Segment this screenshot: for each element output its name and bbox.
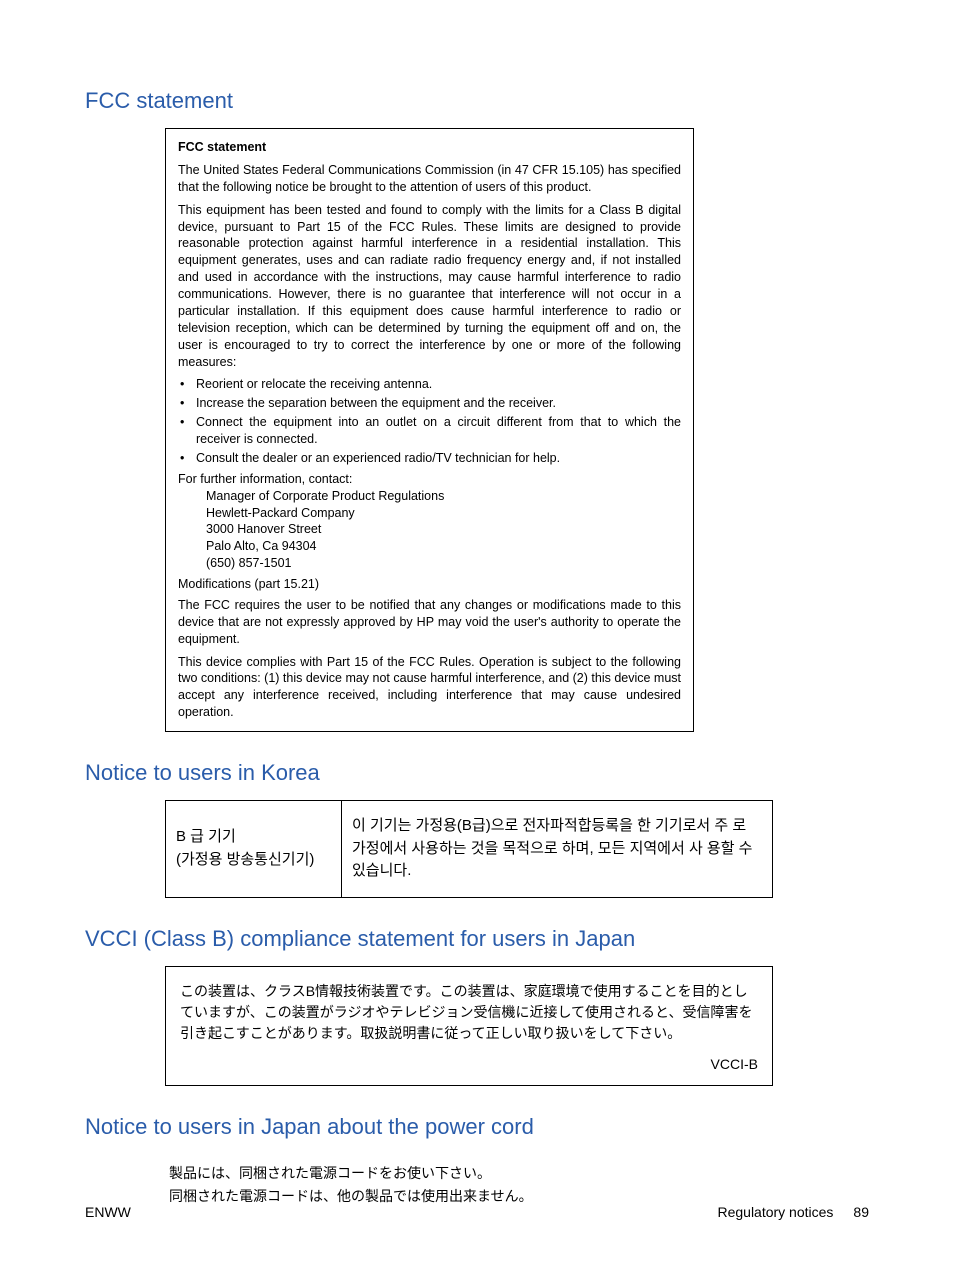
fcc-contact-line: Hewlett-Packard Company [178,505,681,522]
fcc-bullet-text: Consult the dealer or an experienced rad… [196,450,681,467]
vcci-tag: VCCI-B [180,1054,758,1075]
page-footer: ENWW Regulatory notices 89 [85,1204,869,1220]
korea-heading: Notice to users in Korea [85,760,869,786]
fcc-p3: Modifications (part 15.21) [178,576,681,593]
vcci-body: この装置は、クラスB情報技術装置です。この装置は、家庭環境で使用することを目的と… [180,981,758,1044]
fcc-contact-line: Manager of Corporate Product Regulations [178,488,681,505]
japan-power-heading: Notice to users in Japan about the power… [85,1114,869,1140]
fcc-bullet-text: Increase the separation between the equi… [196,395,681,412]
fcc-bullet-text: Reorient or relocate the receiving anten… [196,376,681,393]
footer-right: Regulatory notices 89 [717,1204,869,1220]
fcc-p4: The FCC requires the user to be notified… [178,597,681,648]
fcc-contact: For further information, contact: Manage… [178,471,681,572]
vcci-box: この装置は、クラスB情報技術装置です。この装置は、家庭環境で使用することを目的と… [165,966,773,1086]
fcc-box-title: FCC statement [178,139,681,156]
fcc-contact-line: 3000 Hanover Street [178,521,681,538]
fcc-section: FCC statement FCC statement The United S… [85,88,869,732]
korea-section: Notice to users in Korea B 급 기기 (가정용 방송통… [85,760,869,898]
vcci-section: VCCI (Class B) compliance statement for … [85,926,869,1086]
fcc-bullet: •Increase the separation between the equ… [178,395,681,412]
fcc-bullet-text: Connect the equipment into an outlet on … [196,414,681,448]
footer-section-label: Regulatory notices [717,1204,833,1220]
fcc-p1: The United States Federal Communications… [178,162,681,196]
korea-box: B 급 기기 (가정용 방송통신기기) 이 기기는 가정용(B급)으로 전자파적… [165,800,773,898]
fcc-contact-line: (650) 857-1501 [178,555,681,572]
fcc-p2: This equipment has been tested and found… [178,202,681,371]
fcc-bullet-list: •Reorient or relocate the receiving ante… [178,376,681,466]
footer-page-number: 89 [853,1204,869,1220]
japan-power-line1: 製品には、同梱された電源コードをお使い下さい。 [169,1162,769,1186]
korea-left-cell: B 급 기기 (가정용 방송통신기기) [166,801,342,897]
fcc-contact-intro: For further information, contact: [178,471,681,488]
fcc-heading: FCC statement [85,88,869,114]
fcc-bullet: •Reorient or relocate the receiving ante… [178,376,681,393]
korea-left-line2: (가정용 방송통신기기) [176,849,331,872]
fcc-p5: This device complies with Part 15 of the… [178,654,681,722]
fcc-bullet: •Connect the equipment into an outlet on… [178,414,681,448]
korea-left-line1: B 급 기기 [176,826,331,849]
vcci-heading: VCCI (Class B) compliance statement for … [85,926,869,952]
footer-left: ENWW [85,1204,131,1220]
korea-right-cell: 이 기기는 가정용(B급)으로 전자파적합등록을 한 기기로서 주 로 가정에서… [342,801,772,897]
japan-power-section: Notice to users in Japan about the power… [85,1114,869,1218]
fcc-box: FCC statement The United States Federal … [165,128,694,732]
fcc-contact-line: Palo Alto, Ca 94304 [178,538,681,555]
fcc-bullet: •Consult the dealer or an experienced ra… [178,450,681,467]
